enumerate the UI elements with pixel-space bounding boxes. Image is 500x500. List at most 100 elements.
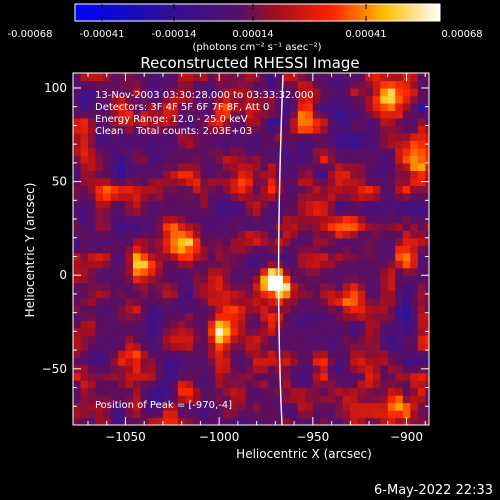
heatmap-cell [73,185,82,194]
heatmap-cell [133,177,142,186]
heatmap-cell [342,237,351,246]
heatmap-cell [185,395,194,404]
heatmap-cell [192,140,201,149]
heatmap-cell [425,410,429,419]
heatmap-cell [305,125,314,134]
heatmap-cell [95,402,104,411]
heatmap-cell [185,357,194,366]
heatmap-cell [170,200,179,209]
heatmap-cell [140,222,149,231]
heatmap-cell [73,282,82,291]
heatmap-cell [237,132,246,141]
heatmap-cell [327,252,336,261]
heatmap-cell [147,275,156,284]
heatmap-cell [387,335,396,344]
heatmap-cell [192,335,201,344]
heatmap-cell [327,297,336,306]
heatmap-cell [297,185,306,194]
heatmap-cell [118,73,127,82]
heatmap-cell [222,73,231,82]
heatmap-cell [147,402,156,411]
heatmap-cell [147,320,156,329]
heatmap-cell [312,410,321,419]
heatmap-cell [200,305,209,314]
heatmap-cell [133,290,142,299]
heatmap-cell [245,215,254,224]
heatmap-cell [402,117,411,126]
heatmap-cell [118,222,127,231]
heatmap-cell [312,80,321,89]
heatmap-cell [133,410,142,419]
heatmap-cell [230,357,239,366]
heatmap-cell [162,155,171,164]
heatmap-cell [207,267,216,276]
heatmap-cell [200,410,209,419]
heatmap-cell [155,312,164,321]
heatmap-cell [192,267,201,276]
heatmap-cell [192,147,201,156]
heatmap-cell [88,267,97,276]
heatmap-cell [95,125,104,134]
heatmap-cell [290,222,299,231]
heatmap-cell [95,297,104,306]
heatmap-cell [395,357,404,366]
heatmap-cell [237,103,246,112]
heatmap-cell [140,282,149,291]
heatmap-cell [245,327,254,336]
heatmap-cell [305,365,314,374]
heatmap-cell [282,342,291,351]
heatmap-cell [237,117,246,126]
heatmap-cell [207,192,216,201]
heatmap-cell [282,117,291,126]
heatmap-cell [222,230,231,239]
heatmap-cell [387,162,396,171]
heatmap-cell [290,327,299,336]
heatmap-cell [342,410,351,419]
heatmap-cell [185,80,194,89]
heatmap-cell [335,132,344,141]
heatmap-cell [395,402,404,411]
heatmap-cell [110,342,119,351]
heatmap-cell [327,410,336,419]
heatmap-cell [387,140,396,149]
heatmap-cell [372,230,381,239]
heatmap-cell [103,320,112,329]
heatmap-cell [245,125,254,134]
heatmap-cell [245,365,254,374]
heatmap-cell [88,350,97,359]
heatmap-cell [365,73,374,82]
heatmap-cell [380,387,389,396]
heatmap-cell [88,342,97,351]
heatmap-cell [335,245,344,254]
heatmap-cell [357,207,366,216]
heatmap-cell [118,395,127,404]
heatmap-cell [103,177,112,186]
heatmap-cell [260,312,269,321]
heatmap-cell [320,260,329,269]
heatmap-cell [200,147,209,156]
heatmap-cell [237,245,246,254]
heatmap-cell [140,73,149,82]
heatmap-cell [125,402,134,411]
heatmap-cell [402,402,411,411]
heatmap-cell [335,215,344,224]
heatmap-cell [282,320,291,329]
x-axis-label: Heliocentric X (arcsec) [236,447,372,461]
heatmap-cell [372,207,381,216]
heatmap-cell [365,402,374,411]
heatmap-cell [297,410,306,419]
heatmap-cell [222,260,231,269]
heatmap-cell [350,395,359,404]
heatmap-cell [80,177,89,186]
heatmap-cell [88,402,97,411]
heatmap-cell [147,260,156,269]
x-tick-label: −900 [390,430,423,444]
heatmap-cell [395,372,404,381]
heatmap-cell [357,88,366,97]
heatmap-cell [380,132,389,141]
heatmap-cell [297,312,306,321]
heatmap-cell [110,185,119,194]
heatmap-cell [327,73,336,82]
heatmap-cell [95,162,104,171]
heatmap-cell [192,95,201,104]
